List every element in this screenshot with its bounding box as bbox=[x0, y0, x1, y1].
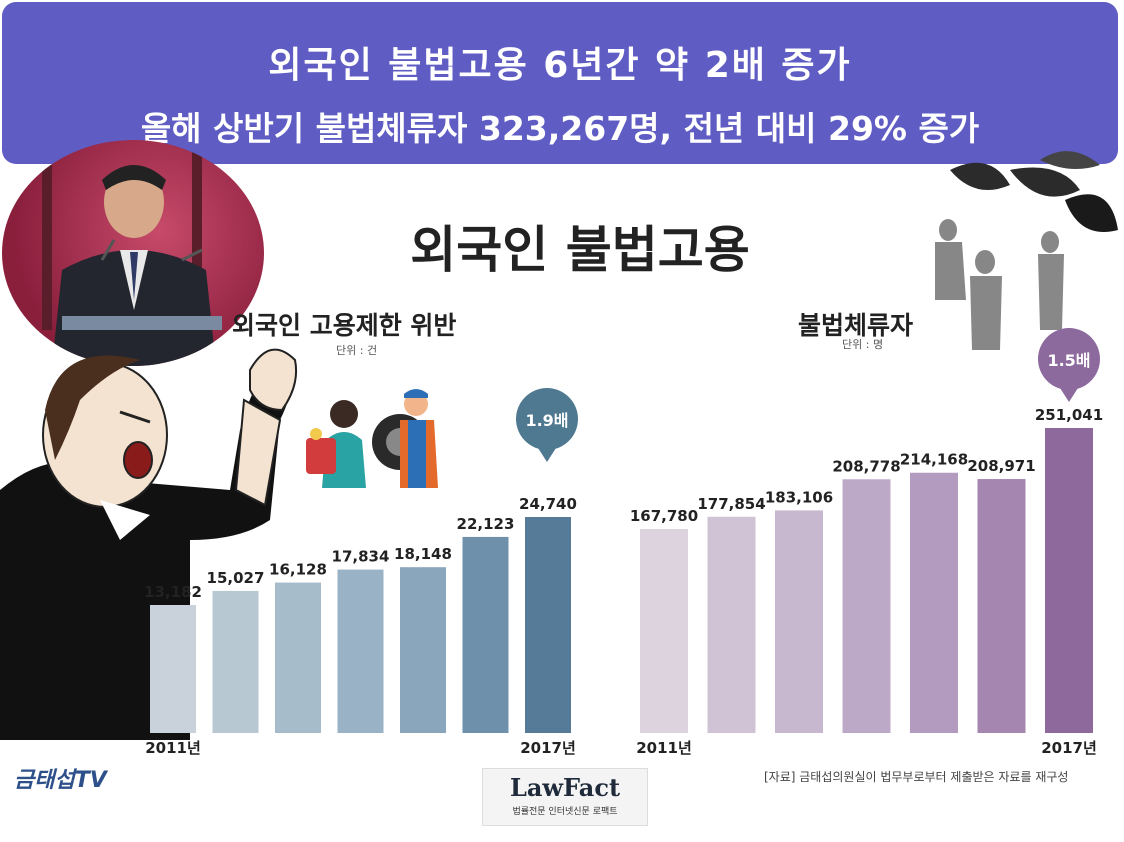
lawfact-logo: LawFact 법률전문 인터넷신문 로팩트 bbox=[482, 768, 648, 826]
right-value-label-2: 177,854 bbox=[697, 495, 765, 513]
right-ratio-text: 1.5배 bbox=[1047, 351, 1091, 370]
right-value-label-1: 167,780 bbox=[630, 507, 698, 525]
leaves-decor bbox=[950, 151, 1118, 232]
right-bar-chart: 167,780 2011년 177,854 183,106 208,778 214,168… bbox=[630, 406, 1103, 757]
left-value-label-4: 17,834 bbox=[332, 548, 390, 566]
right-value-label-5: 214,168 bbox=[900, 451, 968, 469]
speaker-photo bbox=[2, 140, 264, 366]
right-bar-4 bbox=[842, 479, 891, 733]
main-title: 외국인 불법고용 bbox=[410, 221, 750, 279]
cartoon-figure bbox=[0, 348, 298, 740]
left-value-label-7: 24,740 bbox=[519, 495, 577, 513]
left-bar-6 bbox=[462, 536, 509, 733]
left-value-label-3: 16,128 bbox=[269, 561, 327, 579]
left-value-label-1: 13,182 bbox=[144, 583, 202, 601]
right-unit-label: 단위 : 명 bbox=[842, 338, 884, 351]
left-bar-chart: 13,182 2011년 15,027 16,128 17,834 18,148 22,12… bbox=[144, 495, 577, 757]
workers-illustration bbox=[306, 389, 438, 488]
right-chart-title: 불법체류자 bbox=[798, 311, 914, 340]
left-bar-1 bbox=[150, 605, 196, 733]
left-chart-title: 외국인 고용제한 위반 bbox=[232, 311, 457, 340]
people-silhouettes bbox=[935, 219, 1064, 350]
header-banner: 외국인 불법고용 6년간 약 2배 증가 올해 상반기 불법체류자 323,26… bbox=[2, 2, 1118, 164]
left-bar-5 bbox=[400, 567, 446, 733]
left-bar-4 bbox=[337, 569, 384, 733]
left-value-label-6: 22,123 bbox=[457, 515, 515, 533]
left-ratio-badge: 1.9배 bbox=[516, 388, 578, 462]
right-value-label-4: 208,778 bbox=[832, 457, 900, 475]
subheadline: 올해 상반기 불법체류자 323,267명, 전년 대비 29% 증가 bbox=[140, 109, 980, 148]
right-year-label-7: 2017년 bbox=[1041, 739, 1097, 757]
right-ratio-badge: 1.5배 bbox=[1038, 328, 1100, 402]
right-year-label-1: 2011년 bbox=[636, 739, 692, 757]
right-bar-7 bbox=[1045, 428, 1093, 733]
lawfact-name: LawFact bbox=[509, 773, 621, 802]
right-value-label-7: 251,041 bbox=[1035, 406, 1103, 424]
geumtaeseop-tv-logo: 금태섭TV bbox=[14, 768, 107, 793]
right-bar-1 bbox=[640, 529, 688, 733]
left-bar-7 bbox=[525, 517, 571, 733]
right-bar-2 bbox=[707, 516, 756, 733]
left-bar-2 bbox=[212, 590, 259, 733]
right-bar-5 bbox=[910, 472, 958, 733]
lawfact-tagline: 법률전문 인터넷신문 로팩트 bbox=[512, 807, 618, 817]
right-bar-3 bbox=[775, 510, 823, 733]
right-value-label-3: 183,106 bbox=[765, 488, 833, 506]
left-bar-3 bbox=[275, 582, 321, 733]
left-year-label-1: 2011년 bbox=[145, 739, 201, 757]
right-bar-6 bbox=[977, 479, 1026, 733]
source-note: [자료] 금태섭의원실이 법무부로부터 제출받은 자료를 재구성 bbox=[764, 770, 1069, 784]
right-value-label-6: 208,971 bbox=[967, 457, 1035, 475]
left-ratio-text: 1.9배 bbox=[525, 411, 569, 430]
left-year-label-7: 2017년 bbox=[520, 739, 576, 757]
headline: 외국인 불법고용 6년간 약 2배 증가 bbox=[268, 45, 852, 86]
left-value-label-5: 18,148 bbox=[394, 545, 452, 563]
left-unit-label: 단위 : 건 bbox=[336, 344, 378, 357]
left-value-label-2: 15,027 bbox=[207, 569, 265, 587]
